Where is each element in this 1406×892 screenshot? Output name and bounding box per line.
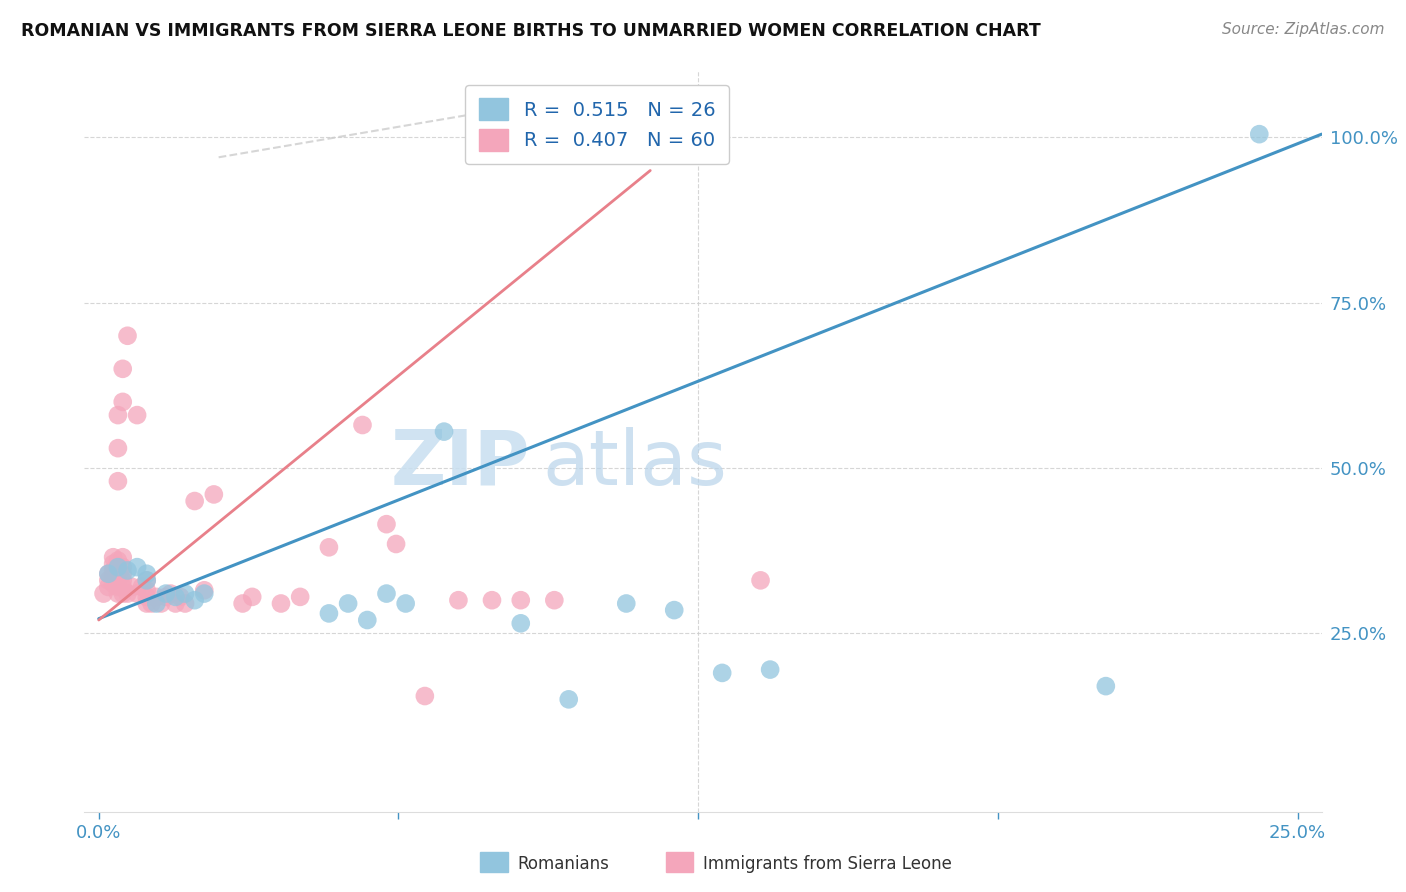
Point xyxy=(101,564,124,578)
Point xyxy=(337,597,360,611)
Point xyxy=(135,574,157,588)
Point xyxy=(183,494,205,508)
Point xyxy=(270,597,292,611)
Point xyxy=(97,566,120,581)
Point xyxy=(135,574,157,588)
Point xyxy=(509,616,531,631)
Point xyxy=(135,590,157,604)
Point xyxy=(749,574,772,588)
Text: Immigrants from Sierra Leone: Immigrants from Sierra Leone xyxy=(703,855,952,872)
Text: Romanians: Romanians xyxy=(517,855,609,872)
Point xyxy=(117,564,139,578)
Point xyxy=(169,590,191,604)
Point xyxy=(165,597,187,611)
Point xyxy=(127,408,149,422)
Point xyxy=(288,590,311,604)
Point xyxy=(352,417,374,432)
Point xyxy=(107,574,129,588)
Point xyxy=(107,474,129,488)
Point xyxy=(174,586,197,600)
Point xyxy=(232,597,254,611)
Text: Source: ZipAtlas.com: Source: ZipAtlas.com xyxy=(1222,22,1385,37)
Point xyxy=(121,580,143,594)
Point xyxy=(127,560,149,574)
Point xyxy=(127,586,149,600)
Point xyxy=(111,580,134,594)
Point xyxy=(107,560,129,574)
Point xyxy=(202,487,225,501)
Point xyxy=(1249,127,1271,141)
Point xyxy=(101,570,124,584)
Point xyxy=(711,665,734,680)
Point xyxy=(159,586,181,600)
Point xyxy=(107,408,129,422)
FancyBboxPatch shape xyxy=(666,852,693,872)
Point xyxy=(111,560,134,574)
Point xyxy=(174,597,197,611)
Point xyxy=(375,517,398,532)
Point xyxy=(111,566,134,581)
Point xyxy=(413,689,436,703)
Point xyxy=(155,586,177,600)
Legend: R =  0.515   N = 26, R =  0.407   N = 60: R = 0.515 N = 26, R = 0.407 N = 60 xyxy=(465,85,728,164)
Point xyxy=(433,425,456,439)
Point xyxy=(117,586,139,600)
Point xyxy=(664,603,686,617)
Point xyxy=(614,597,637,611)
Text: atlas: atlas xyxy=(543,426,727,500)
Point xyxy=(107,441,129,455)
Point xyxy=(101,550,124,565)
Point xyxy=(101,576,124,591)
Point xyxy=(318,607,340,621)
Point xyxy=(107,553,129,567)
Point xyxy=(447,593,470,607)
Point xyxy=(117,328,139,343)
Point xyxy=(111,586,134,600)
Point xyxy=(183,593,205,607)
Point xyxy=(107,586,129,600)
Point xyxy=(145,590,167,604)
Point xyxy=(543,593,565,607)
Point xyxy=(107,564,129,578)
Point xyxy=(111,361,134,376)
Point xyxy=(97,566,120,581)
Point xyxy=(135,566,157,581)
Point xyxy=(509,593,531,607)
Point xyxy=(193,586,215,600)
Point xyxy=(111,395,134,409)
Point xyxy=(107,580,129,594)
Point xyxy=(141,597,163,611)
Text: ROMANIAN VS IMMIGRANTS FROM SIERRA LEONE BIRTHS TO UNMARRIED WOMEN CORRELATION C: ROMANIAN VS IMMIGRANTS FROM SIERRA LEONE… xyxy=(21,22,1040,40)
Point xyxy=(97,574,120,588)
Point xyxy=(150,597,173,611)
Point xyxy=(240,590,263,604)
Text: ZIP: ZIP xyxy=(391,426,530,500)
Point xyxy=(111,574,134,588)
Point xyxy=(395,597,418,611)
Point xyxy=(93,586,115,600)
Point xyxy=(193,583,215,598)
Point xyxy=(1095,679,1118,693)
Point xyxy=(155,590,177,604)
Point xyxy=(97,580,120,594)
Point xyxy=(318,541,340,555)
Point xyxy=(356,613,378,627)
Point xyxy=(101,557,124,571)
Point xyxy=(135,597,157,611)
Point xyxy=(759,663,782,677)
Point xyxy=(165,590,187,604)
Point xyxy=(557,692,579,706)
FancyBboxPatch shape xyxy=(481,852,508,872)
Point xyxy=(375,586,398,600)
Point xyxy=(385,537,408,551)
Point xyxy=(481,593,503,607)
Point xyxy=(145,597,167,611)
Point xyxy=(135,583,157,598)
Point xyxy=(111,550,134,565)
Point xyxy=(131,580,153,594)
